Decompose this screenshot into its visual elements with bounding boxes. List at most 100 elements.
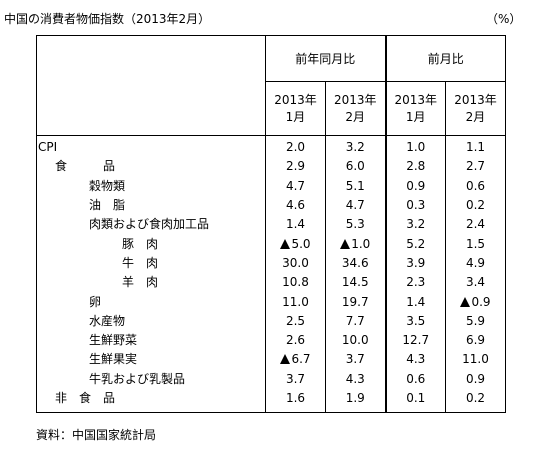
value-cell: 14.5 xyxy=(325,273,386,293)
negative-triangle-icon xyxy=(460,296,471,307)
table-row: 生鮮野菜 2.6 10.0 12.7 6.9 xyxy=(37,330,506,351)
value-text: 4.3 xyxy=(406,352,426,367)
value-text: 1.5 xyxy=(465,236,486,251)
value-text: 3.7 xyxy=(345,352,365,367)
value-text: 3.2 xyxy=(406,217,426,232)
row-label: 牛乳および乳製品 xyxy=(89,371,186,386)
table-row: 牛 肉 30.0 34.6 3.9 4.9 xyxy=(37,253,506,274)
row-label: 牛 肉 xyxy=(122,255,159,270)
table-row: 食 品 2.9 6.0 2.8 2.7 xyxy=(37,157,506,177)
table-row: 卵 11.0 19.7 1.4 0.9 xyxy=(37,292,506,312)
value-cell: 4.9 xyxy=(445,253,506,274)
value-text: 30.0 xyxy=(282,255,309,270)
row-label: 肉類および食肉加工品 xyxy=(89,217,210,232)
header-col-3-month: 1月 xyxy=(405,109,426,124)
value-text: 3.7 xyxy=(285,371,306,386)
value-text: 2.9 xyxy=(285,159,306,174)
value-text: 2.8 xyxy=(406,159,426,174)
row-label: 油 脂 xyxy=(89,198,126,213)
value-cell: 0.9 xyxy=(445,369,506,389)
value-cell: 6.7 xyxy=(265,350,326,370)
value-text: 4.7 xyxy=(345,198,365,213)
value-text: 3.9 xyxy=(406,255,426,270)
value-text: 6.9 xyxy=(465,333,486,348)
value-cell: 4.3 xyxy=(384,350,446,370)
value-text: 1.0 xyxy=(351,236,371,251)
value-text: 0.6 xyxy=(465,178,486,193)
value-cell: 4.7 xyxy=(325,195,386,216)
header-col-1: 2013年 1月 xyxy=(265,81,326,136)
table-row: 生鮮果実 6.7 3.7 4.3 11.0 xyxy=(37,350,506,370)
header-col-1-month: 1月 xyxy=(285,109,306,124)
header-col-1-year: 2013年 xyxy=(274,92,317,107)
value-cell: 2.8 xyxy=(384,157,446,177)
value-text: 2.4 xyxy=(465,217,486,232)
header-blank-cell xyxy=(36,35,266,136)
value-text: 2.3 xyxy=(406,275,426,290)
value-text: 5.0 xyxy=(291,236,311,251)
value-cell: 3.2 xyxy=(384,215,446,235)
row-label: 非 食 品 xyxy=(55,391,116,405)
value-cell: 11.0 xyxy=(265,292,326,312)
value-text: 11.0 xyxy=(462,352,489,367)
value-text: 1.9 xyxy=(345,391,365,405)
value-text: 11.0 xyxy=(282,294,309,309)
header-col-4: 2013年 2月 xyxy=(445,81,506,136)
value-cell: 11.0 xyxy=(445,350,506,370)
value-cell: 5.1 xyxy=(325,176,386,196)
value-cell: 2.7 xyxy=(445,157,506,177)
row-label: 水産物 xyxy=(89,313,126,328)
value-cell: 3.9 xyxy=(384,253,446,274)
value-cell: 10.8 xyxy=(265,273,326,293)
value-cell: 12.7 xyxy=(384,330,446,351)
value-cell: 2.6 xyxy=(265,330,326,351)
header-col-2: 2013年 2月 xyxy=(325,81,386,136)
value-cell: 0.9 xyxy=(384,176,446,196)
header-mom: 前月比 xyxy=(384,35,506,82)
value-cell: 1.4 xyxy=(265,215,326,235)
value-cell: 4.3 xyxy=(325,369,386,389)
value-text: 0.2 xyxy=(465,391,486,405)
negative-triangle-icon xyxy=(280,354,291,365)
value-text: 1.4 xyxy=(285,217,306,232)
value-cell: 1.6 xyxy=(265,388,326,413)
value-text: 5.2 xyxy=(406,236,426,251)
value-cell: 0.3 xyxy=(384,195,446,216)
value-text: 5.3 xyxy=(345,217,365,232)
value-cell: 30.0 xyxy=(265,253,326,274)
value-text: 4.9 xyxy=(465,255,486,270)
value-cell: 3.2 xyxy=(325,135,386,158)
value-text: 3.4 xyxy=(465,275,486,290)
value-text: 0.6 xyxy=(406,371,426,386)
table-row: 穀物類 4.7 5.1 0.9 0.6 xyxy=(37,176,506,196)
value-cell: 1.5 xyxy=(445,234,506,254)
value-text: 1.0 xyxy=(406,140,426,155)
value-cell: 1.4 xyxy=(384,292,446,312)
value-text: 10.0 xyxy=(341,333,369,348)
value-text: 0.9 xyxy=(465,371,486,386)
value-text: 6.0 xyxy=(345,159,365,174)
unit-label: （%） xyxy=(486,12,522,26)
row-label: 羊 肉 xyxy=(122,275,159,290)
value-cell: 0.9 xyxy=(445,292,506,312)
value-cell: 1.9 xyxy=(325,388,386,413)
row-label: CPI xyxy=(38,140,58,155)
row-label: 卵 xyxy=(89,294,102,309)
value-text: 3.2 xyxy=(345,140,365,155)
value-cell: 3.7 xyxy=(325,350,386,370)
table-row: 非 食 品 1.6 1.9 0.1 0.2 xyxy=(37,388,506,413)
value-cell: 3.4 xyxy=(445,273,506,293)
cpi-table: 前年同月比 前月比 2013年 1月 2013年 2月 2013年 1月 201… xyxy=(36,35,506,414)
value-cell: 3.7 xyxy=(265,369,326,389)
value-cell: 6.9 xyxy=(445,330,506,351)
value-text: 1.4 xyxy=(406,294,426,309)
value-text: 7.7 xyxy=(345,313,365,328)
row-label: 食 品 xyxy=(55,159,116,174)
value-text: 4.3 xyxy=(345,371,365,386)
header-col-2-year: 2013年 xyxy=(333,92,377,107)
value-cell: 3.5 xyxy=(384,311,446,331)
table-row: 油 脂 4.6 4.7 0.3 0.2 xyxy=(37,195,506,216)
row-label: 生鮮果実 xyxy=(89,352,138,367)
value-cell: 19.7 xyxy=(325,292,386,312)
value-text: 34.6 xyxy=(341,255,369,270)
